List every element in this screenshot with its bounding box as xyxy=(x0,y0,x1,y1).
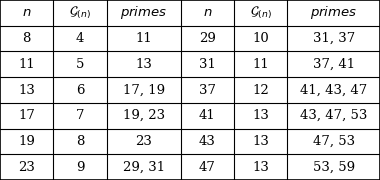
Text: 19: 19 xyxy=(18,135,35,148)
Text: 13: 13 xyxy=(252,135,269,148)
Text: 11: 11 xyxy=(252,58,269,71)
Text: 41: 41 xyxy=(199,109,216,122)
Text: 31: 31 xyxy=(199,58,216,71)
Text: 23: 23 xyxy=(18,161,35,174)
Text: 41, 43, 47: 41, 43, 47 xyxy=(300,84,367,96)
Text: 29: 29 xyxy=(199,32,216,45)
Text: 37, 41: 37, 41 xyxy=(313,58,355,71)
Text: $\mathcal{G}_{(n)}$: $\mathcal{G}_{(n)}$ xyxy=(250,5,272,21)
Text: $\mathcal{G}_{(n)}$: $\mathcal{G}_{(n)}$ xyxy=(69,5,91,21)
Text: 53, 59: 53, 59 xyxy=(313,161,355,174)
Text: 47: 47 xyxy=(199,161,216,174)
Text: 13: 13 xyxy=(252,161,269,174)
Text: 37: 37 xyxy=(199,84,216,96)
Text: $n$: $n$ xyxy=(22,6,32,19)
Text: 12: 12 xyxy=(252,84,269,96)
Text: $n$: $n$ xyxy=(203,6,212,19)
Text: 13: 13 xyxy=(18,84,35,96)
Text: 31, 37: 31, 37 xyxy=(312,32,355,45)
Text: 4: 4 xyxy=(76,32,84,45)
Text: 10: 10 xyxy=(252,32,269,45)
Text: 47, 53: 47, 53 xyxy=(313,135,355,148)
Text: 29, 31: 29, 31 xyxy=(123,161,165,174)
Text: 8: 8 xyxy=(22,32,31,45)
Text: 7: 7 xyxy=(76,109,84,122)
Text: $primes$: $primes$ xyxy=(310,4,357,21)
Text: 8: 8 xyxy=(76,135,84,148)
Text: 43, 47, 53: 43, 47, 53 xyxy=(300,109,367,122)
Text: 11: 11 xyxy=(18,58,35,71)
Text: 13: 13 xyxy=(135,58,152,71)
Text: 6: 6 xyxy=(76,84,84,96)
Text: 23: 23 xyxy=(135,135,152,148)
Text: 43: 43 xyxy=(199,135,216,148)
Text: 17: 17 xyxy=(18,109,35,122)
Text: 17, 19: 17, 19 xyxy=(123,84,165,96)
Text: 9: 9 xyxy=(76,161,84,174)
Text: 13: 13 xyxy=(252,109,269,122)
Text: 19, 23: 19, 23 xyxy=(123,109,165,122)
Text: 5: 5 xyxy=(76,58,84,71)
Text: $primes$: $primes$ xyxy=(120,4,167,21)
Text: 11: 11 xyxy=(135,32,152,45)
